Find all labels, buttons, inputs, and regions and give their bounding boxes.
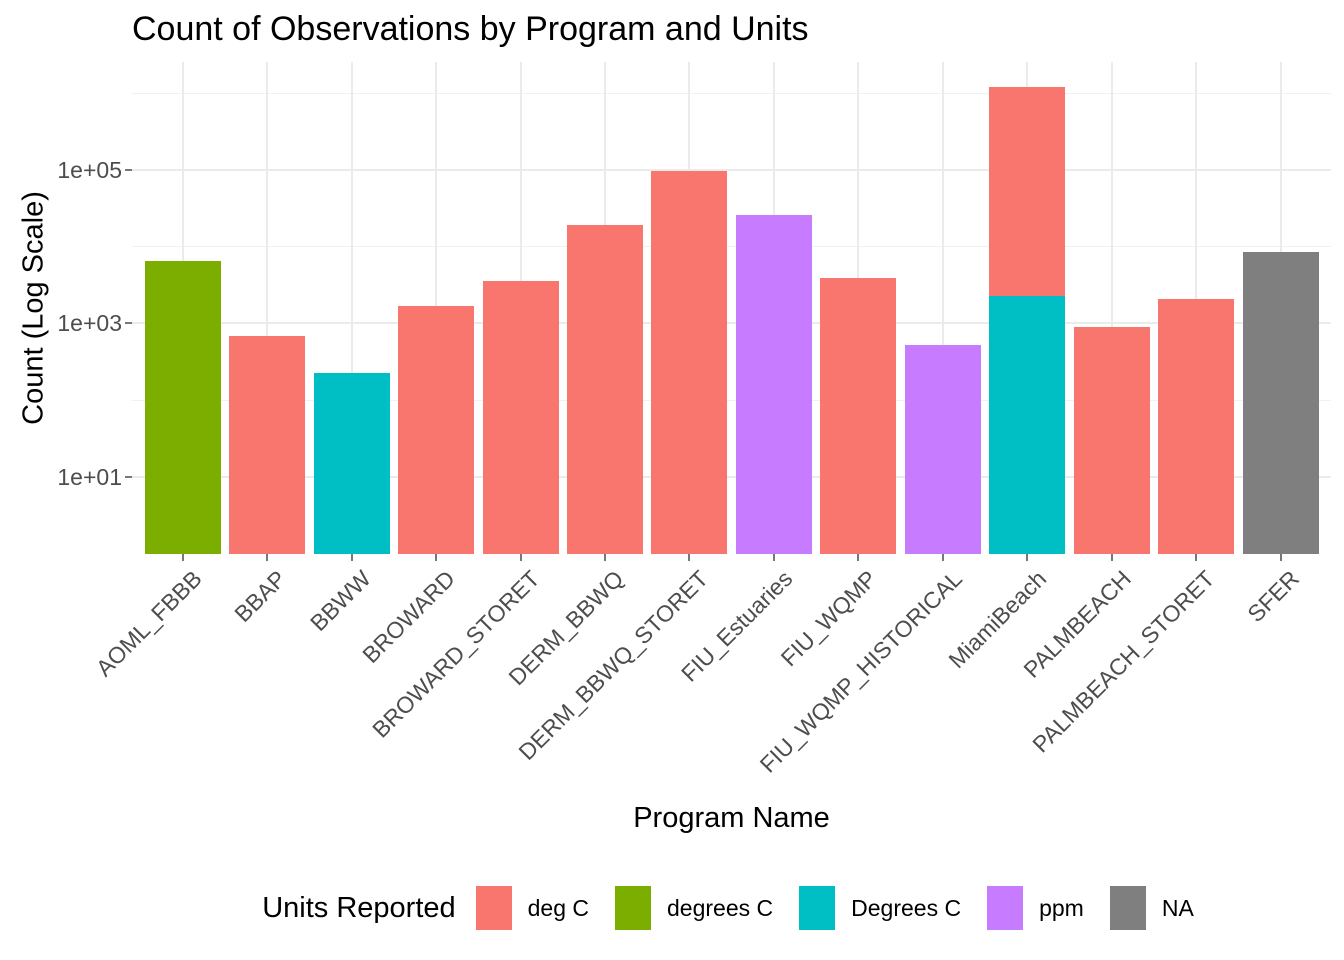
gridline-major-v — [266, 62, 269, 554]
y-axis-title: Count (Log Scale) — [17, 191, 50, 425]
x-tick — [519, 554, 522, 561]
x-tick — [1279, 554, 1282, 561]
x-tick-label: BBWW — [304, 565, 376, 637]
gridline-minor-h — [132, 92, 1331, 94]
y-tick-label: 1e+03 — [57, 310, 122, 337]
legend-swatch — [1109, 886, 1146, 930]
legend-entry: deg C — [475, 886, 590, 930]
legend-entry: NA — [1109, 886, 1194, 930]
bar-segment-BROWARD — [398, 305, 475, 554]
bar-segment-BBAP — [229, 336, 306, 554]
x-tick — [941, 554, 944, 561]
x-tick — [1110, 554, 1113, 561]
x-tick-label: BBAP — [229, 565, 291, 628]
y-tick-label: 1e+05 — [57, 156, 122, 183]
gridline-minor-h — [132, 246, 1331, 248]
gridline-major-v — [350, 62, 353, 554]
legend-label: NA — [1161, 894, 1194, 921]
x-tick — [181, 554, 184, 561]
x-tick — [1026, 554, 1029, 561]
gridline-major-h — [132, 322, 1331, 325]
bar-segment-BROWARD_STORET — [482, 280, 559, 554]
bar-segment-BBWW — [313, 372, 390, 554]
x-tick-label: AOML_FBBB — [90, 565, 207, 682]
x-tick — [772, 554, 775, 561]
legend-swatch — [615, 886, 652, 930]
bar-segment-PALMBEACH_STORET — [1158, 298, 1235, 554]
legend-swatch — [799, 886, 836, 930]
bar-segment-SFER — [1242, 252, 1319, 554]
gridline-major-h — [132, 168, 1331, 171]
x-tick — [1195, 554, 1198, 561]
legend-title: Units Reported — [262, 891, 456, 924]
x-tick — [688, 554, 691, 561]
gridline-major-v — [941, 62, 944, 554]
bar-segment-DERM_BBWQ_STORET — [651, 171, 728, 554]
legend: Units Reported deg C degrees C Degrees C pp… — [56, 882, 1344, 934]
legend-swatch — [987, 886, 1024, 930]
gridline-minor-h — [132, 399, 1331, 401]
bar-segment-DERM_BBWQ — [567, 225, 643, 554]
y-tick — [125, 168, 132, 171]
x-tick — [604, 554, 606, 561]
bar-segment-MiamiBeach — [989, 295, 1066, 554]
legend-label: degrees C — [667, 894, 774, 921]
x-tick — [857, 554, 860, 561]
x-tick-label: SFER — [1242, 565, 1305, 628]
x-tick — [266, 554, 269, 561]
bar-segment-FIU_Estuaries — [735, 214, 812, 554]
bar-segment-FIU_WQMP_HISTORICAL — [904, 345, 981, 554]
gridline-major-v — [1110, 62, 1113, 554]
legend-label: Degrees C — [851, 894, 962, 921]
y-tick-label: 1e+01 — [57, 463, 122, 490]
gridline-major-h — [132, 475, 1331, 478]
x-tick — [350, 554, 353, 561]
chart-title: Count of Observations by Program and Uni… — [132, 10, 809, 48]
x-tick-label: BROWARD_STORET — [366, 565, 545, 743]
legend-entry: ppm — [987, 886, 1084, 930]
bar-segment-PALMBEACH — [1073, 326, 1150, 554]
legend-swatch — [475, 886, 512, 930]
y-tick — [125, 475, 132, 478]
bar-segment-MiamiBeach — [989, 86, 1066, 296]
legend-label: deg C — [527, 894, 590, 921]
y-tick — [125, 322, 132, 325]
x-tick — [435, 554, 438, 561]
bar-segment-AOML_FBBB — [144, 260, 221, 554]
x-axis-title: Program Name — [633, 802, 830, 834]
bar-segment-FIU_WQMP — [820, 277, 897, 554]
legend-entry: Degrees C — [799, 886, 961, 930]
legend-entry: degrees C — [615, 886, 773, 930]
legend-label: ppm — [1039, 894, 1084, 921]
